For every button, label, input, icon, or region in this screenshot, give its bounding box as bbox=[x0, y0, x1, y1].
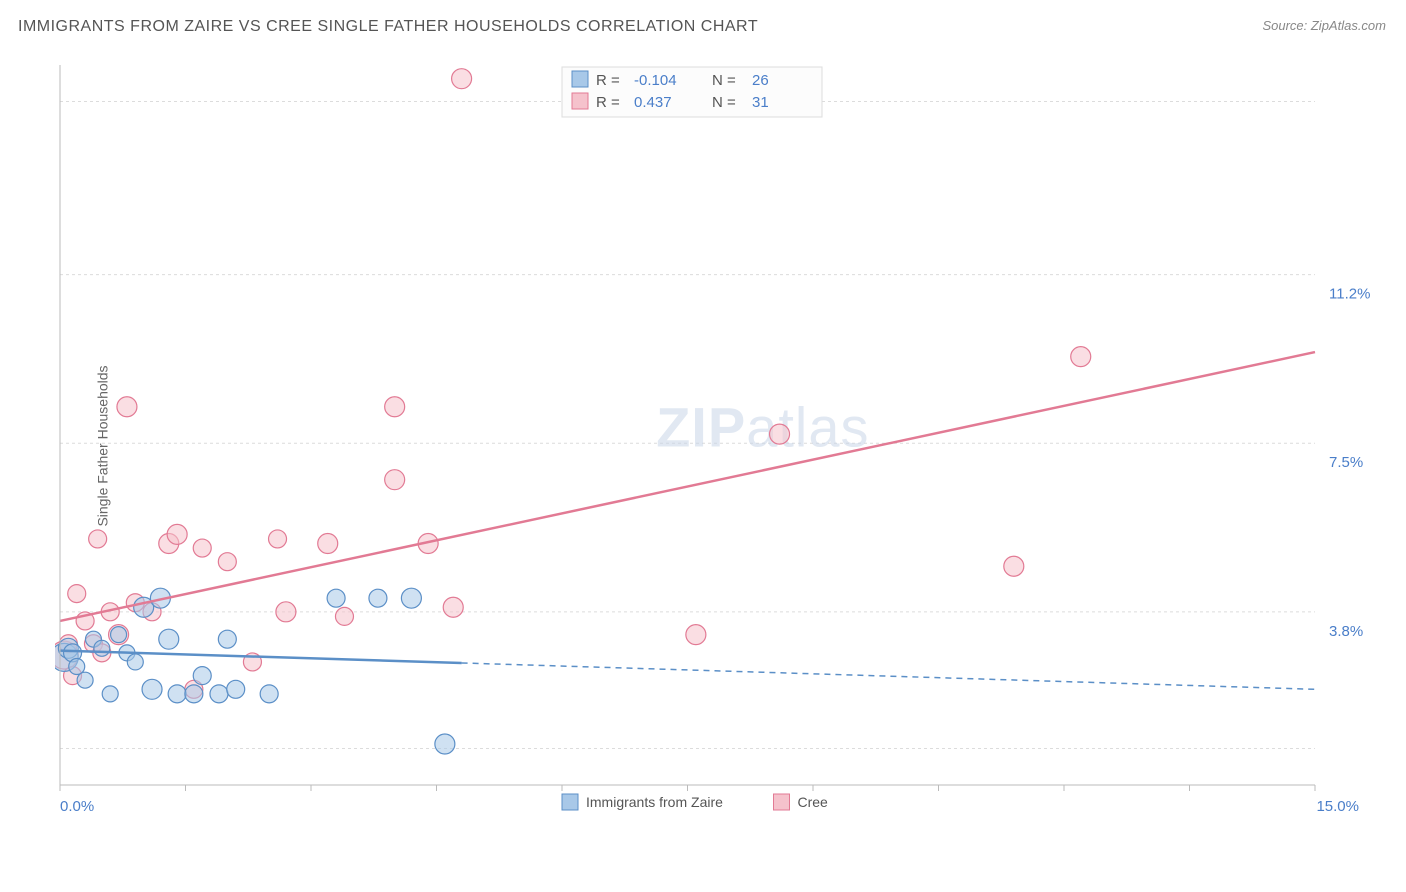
data-point bbox=[385, 397, 405, 417]
data-point bbox=[260, 685, 278, 703]
data-point bbox=[117, 397, 137, 417]
data-point bbox=[102, 686, 118, 702]
trend-line-extrapolated bbox=[462, 663, 1315, 689]
data-point bbox=[269, 530, 287, 548]
source-attribution: Source: ZipAtlas.com bbox=[1262, 18, 1386, 33]
legend-n-label: N = bbox=[712, 72, 736, 89]
legend-swatch bbox=[572, 93, 588, 109]
y-tick-label: 7.5% bbox=[1329, 454, 1363, 471]
data-point bbox=[218, 553, 236, 571]
scatter-plot: 3.8% 7.5% 11.2% ZIPatlas 0.0% 15.0% R = -0.104 N… bbox=[55, 55, 1385, 825]
legend-n-value: 31 bbox=[752, 94, 769, 111]
data-point bbox=[185, 685, 203, 703]
legend-n-label: N = bbox=[712, 94, 736, 111]
y-tick-label: 3.8% bbox=[1329, 623, 1363, 640]
trend-line bbox=[60, 352, 1315, 621]
data-point bbox=[686, 625, 706, 645]
data-point bbox=[318, 533, 338, 553]
source-name: ZipAtlas.com bbox=[1311, 18, 1386, 33]
data-point bbox=[89, 530, 107, 548]
legend-swatch bbox=[572, 71, 588, 87]
data-point bbox=[142, 679, 162, 699]
legend-swatch bbox=[774, 794, 790, 810]
data-point bbox=[159, 629, 179, 649]
legend-series-label: Immigrants from Zaire bbox=[586, 794, 723, 810]
data-point bbox=[335, 607, 353, 625]
data-point bbox=[435, 734, 455, 754]
data-point bbox=[452, 69, 472, 89]
legend-r-label: R = bbox=[596, 94, 620, 111]
data-point bbox=[210, 685, 228, 703]
data-point bbox=[94, 640, 110, 656]
data-point bbox=[227, 680, 245, 698]
data-point bbox=[218, 630, 236, 648]
legend-n-value: 26 bbox=[752, 72, 769, 89]
data-point bbox=[1071, 347, 1091, 367]
y-tick-label: 11.2% bbox=[1329, 286, 1370, 303]
chart-title: IMMIGRANTS FROM ZAIRE VS CREE SINGLE FAT… bbox=[18, 18, 758, 36]
watermark: ZIPatlas bbox=[656, 396, 869, 459]
legend-swatch bbox=[562, 794, 578, 810]
data-point bbox=[168, 685, 186, 703]
data-point bbox=[193, 539, 211, 557]
data-point bbox=[770, 424, 790, 444]
data-point bbox=[127, 654, 143, 670]
data-point bbox=[369, 589, 387, 607]
data-point bbox=[68, 585, 86, 603]
data-point bbox=[167, 524, 187, 544]
x-tick-label: 15.0% bbox=[1316, 798, 1359, 815]
data-point bbox=[193, 667, 211, 685]
data-point bbox=[1004, 556, 1024, 576]
data-point bbox=[327, 589, 345, 607]
legend-r-label: R = bbox=[596, 72, 620, 89]
data-point bbox=[77, 672, 93, 688]
legend-r-value: -0.104 bbox=[634, 72, 677, 89]
data-point bbox=[443, 597, 463, 617]
legend-series-label: Cree bbox=[798, 794, 829, 810]
data-point bbox=[401, 588, 421, 608]
x-tick-label: 0.0% bbox=[60, 798, 94, 815]
legend-r-value: 0.437 bbox=[634, 94, 672, 111]
data-point bbox=[385, 470, 405, 490]
data-point bbox=[276, 602, 296, 622]
source-prefix: Source: bbox=[1262, 18, 1310, 33]
data-point bbox=[111, 627, 127, 643]
